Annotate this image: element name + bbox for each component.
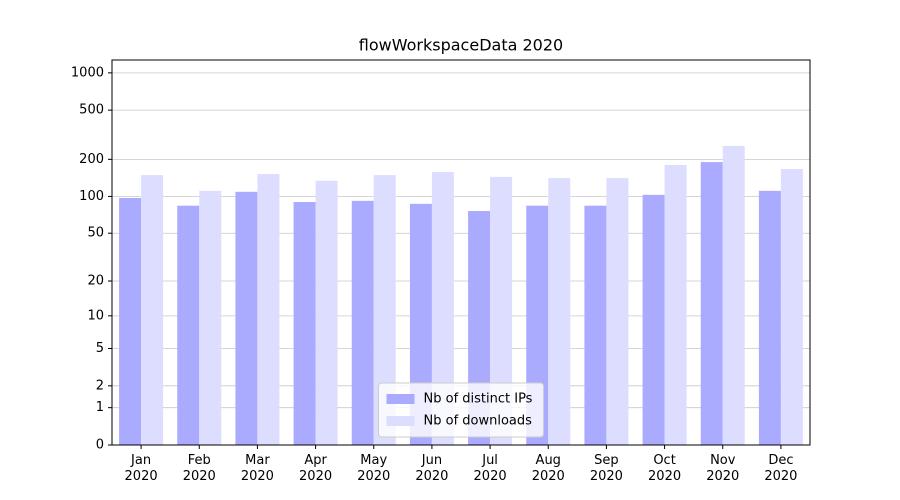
legend-swatch	[386, 416, 415, 426]
bar	[141, 175, 164, 445]
bar	[642, 194, 665, 445]
bar	[235, 191, 258, 445]
bar	[431, 171, 454, 445]
bar	[315, 180, 338, 445]
bar	[373, 175, 396, 445]
legend-label: Nb of distinct IPs	[424, 392, 533, 407]
legend-box	[378, 382, 544, 438]
bar	[351, 200, 374, 445]
y-tick-label: 200	[79, 152, 104, 167]
bar	[780, 169, 803, 445]
x-tick-label: Dec 2020	[764, 453, 798, 484]
y-tick-label: 20	[87, 274, 104, 289]
bar	[606, 178, 629, 446]
bar	[293, 202, 316, 445]
plot-frame	[111, 59, 811, 446]
bar	[119, 198, 142, 445]
y-tick-label: 2	[96, 378, 104, 393]
x-tick-label: May 2020	[357, 453, 391, 484]
bar	[700, 162, 723, 446]
bar	[257, 174, 280, 445]
chart-title: flowWorkspaceData 2020	[359, 36, 563, 55]
bar	[548, 178, 571, 446]
bar	[199, 190, 222, 445]
x-tick-label: Mar 2020	[240, 453, 274, 484]
bar	[490, 176, 513, 445]
y-tick-label: 0	[96, 438, 104, 453]
x-tick-label: Jul 2020	[473, 453, 507, 484]
y-tick-label: 50	[87, 226, 104, 241]
x-tick-label: Feb 2020	[182, 453, 216, 484]
x-tick-label: Jun 2020	[415, 453, 449, 484]
x-tick-label: Jan 2020	[124, 453, 158, 484]
y-tick-label: 1	[96, 400, 104, 415]
y-tick-label: 5	[96, 341, 104, 356]
bar	[758, 190, 781, 445]
y-tick-label: 1000	[71, 65, 104, 80]
bar	[664, 164, 687, 445]
x-tick-label: Aug 2020	[531, 453, 565, 484]
x-tick-label: Oct 2020	[648, 453, 682, 484]
bar	[177, 205, 200, 445]
y-tick-label: 100	[79, 189, 104, 204]
x-tick-label: Nov 2020	[706, 453, 740, 484]
bar	[722, 145, 745, 445]
y-tick-label: 10	[87, 308, 104, 323]
x-tick-label: Apr 2020	[299, 453, 333, 484]
y-tick-label: 500	[79, 103, 104, 118]
legend-swatch	[386, 394, 415, 404]
legend-label: Nb of downloads	[424, 414, 533, 429]
bar	[584, 205, 607, 445]
x-tick-label: Sep 2020	[589, 453, 623, 484]
